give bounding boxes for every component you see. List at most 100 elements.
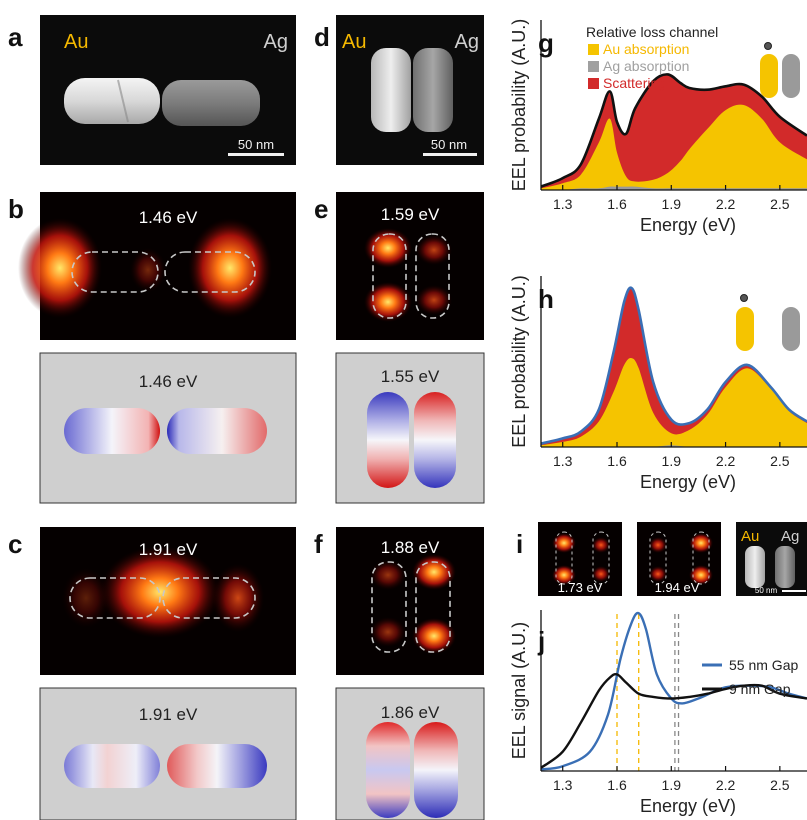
panel-label-h: h [538,284,554,314]
chart-j: 1.3 1.6 1.9 2.2 2.5 Energy (eV) EEL signal (A.… [509,610,807,816]
map-energy-label: 1.91 eV [139,540,198,559]
legend-ag-label: Ag absorption [603,58,689,74]
scale-bar [423,153,477,156]
map-energy-label: 1.73 eV [558,580,603,595]
panel-a-tem-image: Au Ag 50 nm [40,15,296,165]
y-axis-label: EEL probability (A.U.) [509,275,529,447]
charge-map-rod [414,392,456,488]
au-label: Au [64,31,88,53]
sim-energy-label: 1.86 eV [381,703,440,722]
au-rod [64,78,160,124]
x-tick-label: 2.5 [770,777,790,793]
legend-j: 55 nm Gap 9 nm Gap [702,657,798,697]
panel-b-simulation: 1.46 eV [39,352,297,504]
total-loss-curve [540,73,807,188]
rod-outline [71,251,159,293]
panel-label-a: a [8,22,23,52]
legend-9nm-label: 9 nm Gap [729,681,791,697]
ag-rod [162,80,260,126]
ag-label: Ag [264,31,288,53]
x-tick-label: 2.2 [716,453,736,469]
x-tick-label: 1.6 [607,453,627,469]
legend-au-label: Au absorption [603,41,689,57]
x-tick-label: 1.3 [553,453,573,469]
charge-map-rod [167,408,267,454]
legend-scattering-label: Scattering [603,75,666,91]
charge-map-rod [367,392,409,488]
legend-55nm-label: 55 nm Gap [729,657,798,673]
panel-label-i: i [516,529,523,559]
x-axis-label: Energy (eV) [640,472,736,492]
au-rod-icon [736,307,754,351]
y-axis-label: EEL signal (A.U.) [509,622,529,759]
panel-f-simulation: 1.86 eV [335,687,485,820]
panel-label-b: b [8,194,24,224]
rod-outline [69,577,161,619]
electron-beam-icon [740,294,748,302]
map-energy-label: 1.46 eV [139,208,198,227]
scale-bar [228,153,284,156]
charge-map-rod [64,744,160,788]
scale-bar-label: 50 nm [755,586,778,595]
sim-energy-label: 1.46 eV [139,372,198,391]
panel-d-tem-image: Au Ag 50 nm [336,15,484,165]
ag-rod [413,48,453,132]
panel-e-simulation: 1.55 eV [335,352,485,504]
ag-rod-icon [782,307,800,351]
panel-label-d: d [314,22,330,52]
ag-label: Ag [781,528,799,545]
y-axis-label: EEL probability (A.U.) [509,19,529,191]
rod-outline [162,577,256,619]
panel-label-c: c [8,529,22,559]
panel-c-eels-map: 1.91 eV [40,527,296,675]
x-axis-label: Energy (eV) [640,215,736,235]
sim-energy-label: 1.91 eV [139,705,198,724]
chart-g: 1.3 1.6 1.9 2.2 2.5 Energy (eV) EEL probabilit… [509,19,807,235]
eels-map-1 [538,522,622,596]
x-tick-label: 1.3 [553,777,573,793]
panel-c-simulation: 1.91 eV [39,687,297,820]
x-tick-label: 2.2 [716,196,736,212]
au-label: Au [342,31,366,53]
electron-beam-icon [764,42,772,50]
rod-outline [371,561,407,653]
ag-label: Ag [455,31,479,53]
schematic-g [760,42,800,98]
panel-e-eels-map: 1.59 eV [336,192,484,340]
rod-outline [415,561,451,653]
scale-bar-label: 50 nm [431,137,467,152]
rod-outline [415,233,450,319]
au-rod-icon [760,54,778,98]
ag-absorption-area [541,445,807,448]
panel-b-eels-map: 1.46 eV [18,192,296,340]
charge-map-rod [414,722,458,818]
legend-title: Relative loss channel [586,24,718,40]
charge-map-rod [64,408,160,454]
x-tick-label: 1.6 [607,196,627,212]
au-rod [371,48,411,132]
rod-outline [372,233,407,319]
series-9nm-gap [540,672,807,769]
legend-swatch-au [588,44,599,55]
sim-energy-label: 1.55 eV [381,367,440,386]
x-tick-label: 2.2 [716,777,736,793]
rod-outline [164,251,256,293]
legend-swatch-ag [588,61,599,72]
panel-f-eels-map: 1.88 eV [336,527,484,675]
au-absorption-area [541,104,807,190]
charge-map-rod [366,722,410,818]
map-energy-label: 1.94 eV [655,580,700,595]
x-tick-label: 1.6 [607,777,627,793]
x-axis-label: Energy (eV) [640,796,736,816]
chart-h: 1.3 1.6 1.9 2.2 2.5 Energy (eV) EEL probabilit… [509,275,807,492]
ag-rod-icon [782,54,800,98]
map-energy-label: 1.88 eV [381,538,440,557]
x-tick-label: 2.5 [770,453,790,469]
legend-g: Relative loss channel Au absorption Ag a… [586,24,718,91]
ag-absorption-area [541,186,807,191]
panel-i-maps: 1.73 eV 1.94 eV Au Ag 50 nm [538,522,807,596]
schematic-h [736,294,800,351]
scale-bar-label: 50 nm [238,137,274,152]
charge-map-rod [167,744,267,788]
